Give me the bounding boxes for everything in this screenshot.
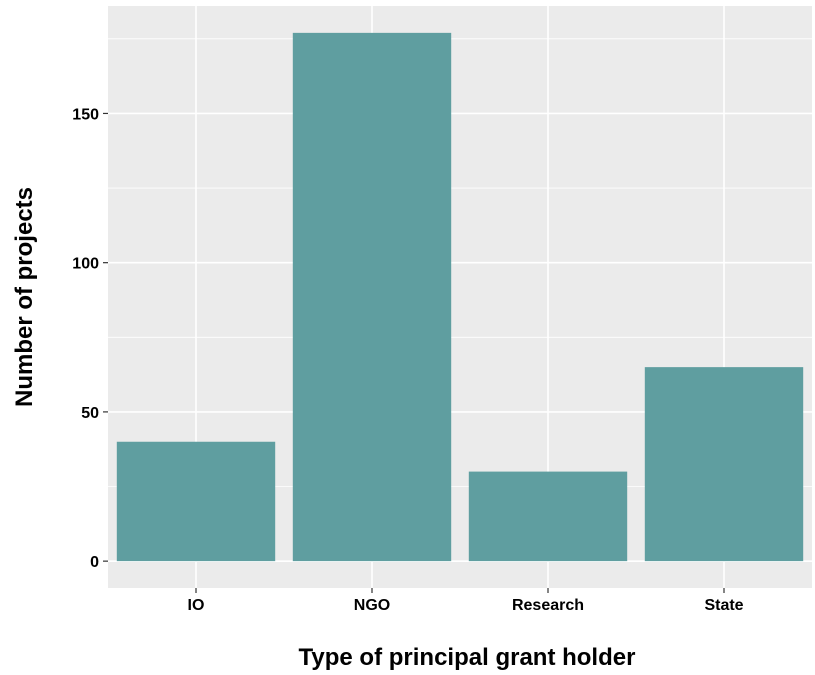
bar-research xyxy=(468,471,628,562)
y-tick-label: 100 xyxy=(72,256,99,273)
x-tick-label: NGO xyxy=(354,597,390,614)
x-tick-label: Research xyxy=(512,597,584,614)
y-tick-label: 150 xyxy=(72,106,99,123)
bar-state xyxy=(644,367,804,562)
x-axis-title: Type of principal grant holder xyxy=(299,644,636,671)
x-tick-label: IO xyxy=(188,597,205,614)
bar-ngo xyxy=(292,32,452,562)
bars xyxy=(116,32,804,562)
bar-io xyxy=(116,441,276,562)
y-axis-title: Number of projects xyxy=(11,187,38,407)
x-tick-label: State xyxy=(704,597,743,614)
y-axis: 0 50 100 150 xyxy=(72,106,108,571)
y-tick-label: 0 xyxy=(90,554,99,571)
x-axis: IO NGO Research State xyxy=(188,588,744,614)
y-tick-label: 50 xyxy=(81,405,99,422)
